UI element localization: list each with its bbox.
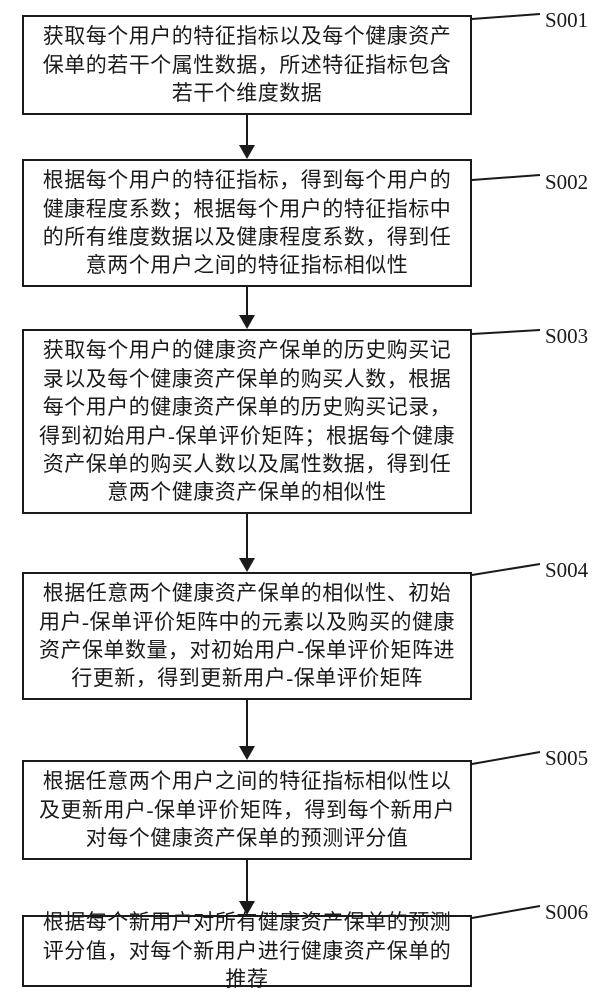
node-text: 根据任意两个健康资产保单的相似性、初始用户-保单评价矩阵中的元素以及购买的健康资… <box>34 579 460 692</box>
flow-node-s005: 根据任意两个用户之间的特征指标相似性以及更新用户-保单评价矩阵，得到每个新用户对… <box>22 760 472 860</box>
flow-node-s001: 获取每个用户的特征指标以及每个健康资产保单的若干个属性数据，所述特征指标包含若干… <box>22 15 472 115</box>
node-label-s004: S004 <box>545 558 588 583</box>
flow-node-s002: 根据每个用户的特征指标，得到每个用户的健康程度系数；根据每个用户的特征指标中的所… <box>22 159 472 287</box>
node-label-s001: S001 <box>545 8 588 33</box>
node-label-s006: S006 <box>545 900 588 925</box>
node-label-s003: S003 <box>545 324 588 349</box>
node-text: 获取每个用户的特征指标以及每个健康资产保单的若干个属性数据，所述特征指标包含若干… <box>34 22 460 107</box>
node-text: 根据每个新用户对所有健康资产保单的预测评分值，对每个新用户进行健康资产保单的推荐 <box>34 908 460 993</box>
node-label-s002: S002 <box>545 170 588 195</box>
flow-node-s006: 根据每个新用户对所有健康资产保单的预测评分值，对每个新用户进行健康资产保单的推荐 <box>22 915 472 987</box>
flowchart-canvas: 获取每个用户的特征指标以及每个健康资产保单的若干个属性数据，所述特征指标包含若干… <box>0 0 611 1000</box>
node-label-s005: S005 <box>545 746 588 771</box>
node-text: 获取每个用户的健康资产保单的历史购买记录以及每个健康资产保单的购买人数，根据每个… <box>34 336 460 506</box>
node-text: 根据任意两个用户之间的特征指标相似性以及更新用户-保单评价矩阵，得到每个新用户对… <box>34 767 460 852</box>
flow-node-s004: 根据任意两个健康资产保单的相似性、初始用户-保单评价矩阵中的元素以及购买的健康资… <box>22 572 472 700</box>
node-text: 根据每个用户的特征指标，得到每个用户的健康程度系数；根据每个用户的特征指标中的所… <box>34 166 460 279</box>
flow-node-s003: 获取每个用户的健康资产保单的历史购买记录以及每个健康资产保单的购买人数，根据每个… <box>22 329 472 514</box>
